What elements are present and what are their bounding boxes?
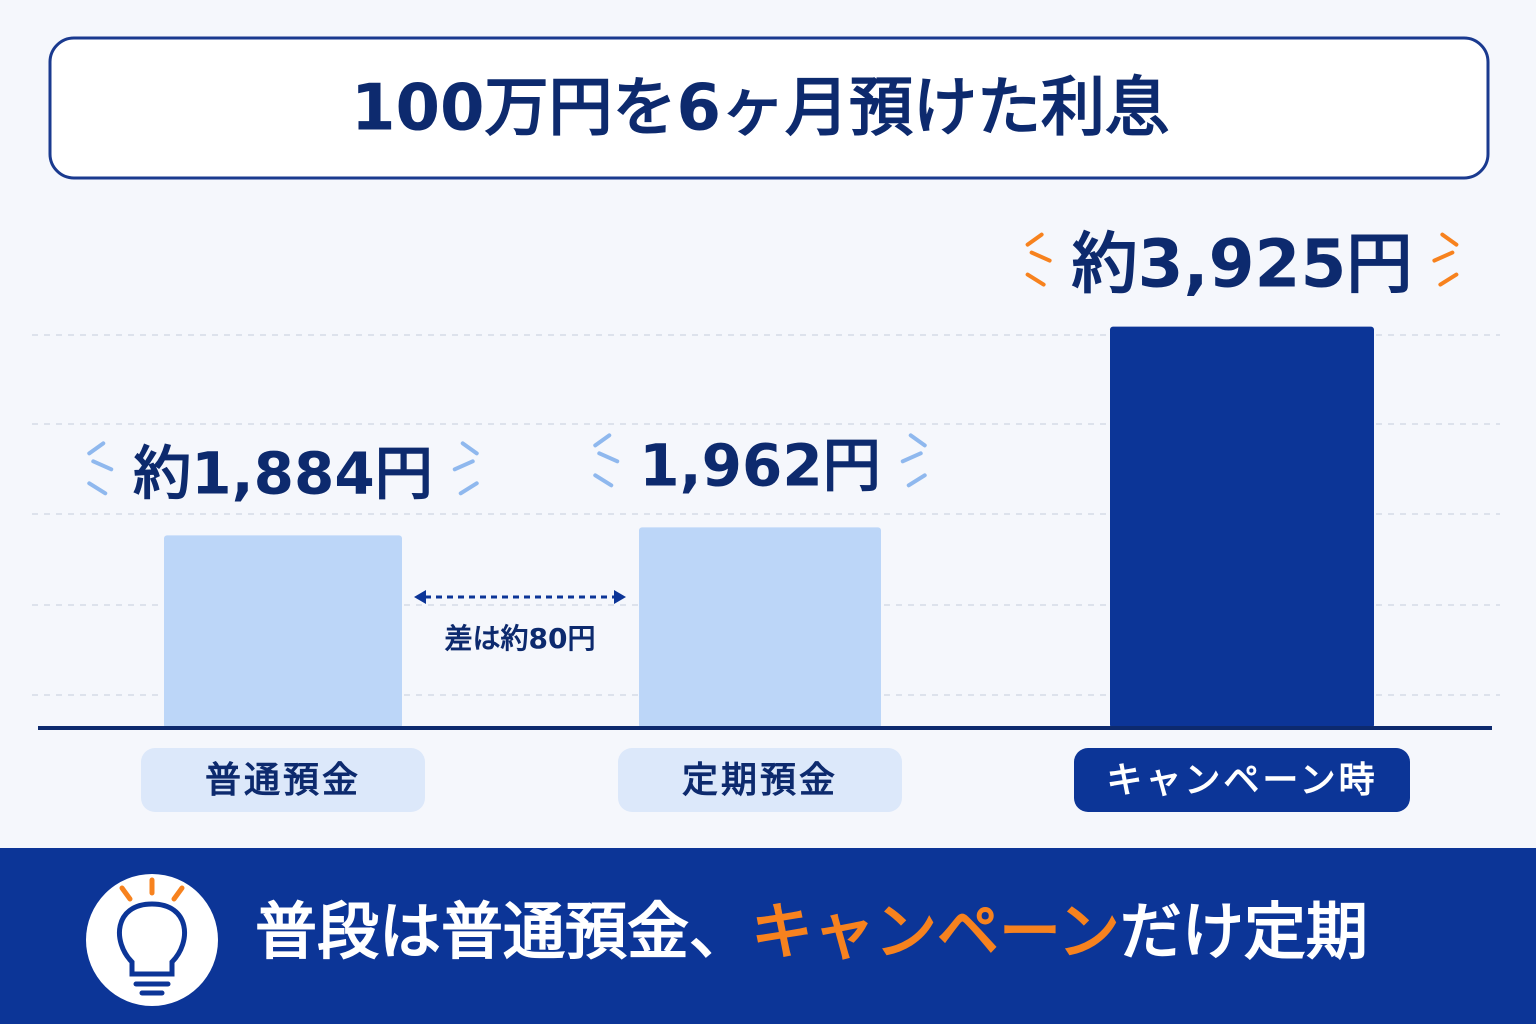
category-pill [1074, 748, 1410, 812]
category-pill [618, 748, 902, 812]
sparkle [597, 451, 620, 464]
sparkle [87, 481, 108, 496]
sparkle [458, 481, 479, 496]
bar [639, 527, 881, 728]
bulb-rays [119, 877, 185, 902]
title-box [48, 36, 1490, 180]
sparkle [593, 433, 612, 448]
x-tick-label: キャンペーン時 [1106, 760, 1377, 801]
sparkle [1029, 250, 1052, 263]
sparkle [1440, 232, 1459, 247]
bulb-circle [86, 874, 218, 1006]
sparkle [91, 459, 114, 472]
sparkle [460, 441, 479, 456]
sparkle [1432, 250, 1455, 263]
sparkle [1438, 272, 1459, 287]
x-tick-label: 定期預金 [682, 760, 838, 801]
category-pill [141, 748, 425, 812]
sparkle [900, 451, 923, 464]
footer-highlight: キャンペーン [751, 895, 1120, 968]
footer-part: だけ定期 [1120, 895, 1368, 968]
chart-title: 100万円を6ヶ月預けた利息 [351, 72, 1169, 146]
footer-part: 普段は普通預金、 [255, 895, 751, 968]
bar [164, 535, 402, 728]
difference-label: 差は約80円 [445, 622, 596, 655]
sparkle [1025, 232, 1044, 247]
sparkle [906, 473, 927, 488]
sparkle [593, 473, 614, 488]
value-label: 約1,884円 [133, 439, 432, 507]
value-label: 1,962円 [639, 431, 880, 499]
sparkle [452, 459, 475, 472]
value-label: 約3,925円 [1072, 226, 1413, 303]
sparkle [1025, 272, 1046, 287]
bar [1110, 326, 1374, 728]
bulb-icon [117, 901, 187, 996]
x-tick-label: 普通預金 [205, 760, 361, 801]
footer-message: 普段は普通預金、キャンペーンだけ定期 [255, 895, 1368, 968]
footer-band [0, 848, 1536, 1024]
sparkle [87, 441, 106, 456]
sparkle [908, 433, 927, 448]
